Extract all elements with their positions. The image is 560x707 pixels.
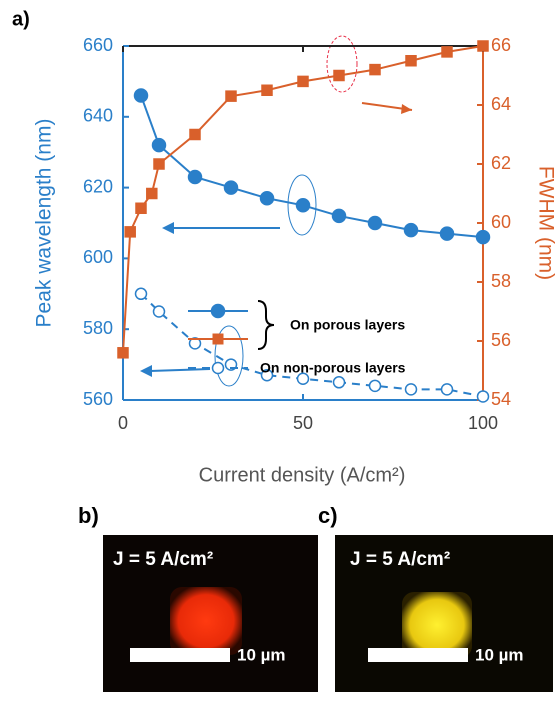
marker: [151, 137, 167, 153]
marker: [117, 347, 129, 359]
y-tick-label: 640: [83, 106, 113, 126]
legend-label: On non-porous layers: [260, 360, 406, 376]
scale-bar: [130, 648, 230, 662]
marker: [476, 390, 490, 403]
marker: [333, 69, 345, 82]
y-tick-label: 600: [83, 247, 113, 267]
arrow-head: [140, 365, 152, 377]
marker: [225, 90, 237, 102]
y2-tick-label: 66: [491, 35, 511, 55]
panel-label: b): [78, 503, 99, 528]
y2-axis-title: FWHM (nm): [534, 166, 557, 280]
y-tick-label: 560: [83, 389, 113, 409]
marker: [439, 226, 455, 241]
marker: [405, 55, 417, 67]
marker: [369, 63, 381, 76]
marker: [297, 75, 309, 88]
marker: [187, 169, 203, 185]
marker: [188, 337, 202, 350]
x-tick-label: 0: [118, 413, 128, 433]
arrow-head: [401, 104, 412, 114]
brace: [257, 300, 275, 350]
annotation: J = 5 A/cm²: [113, 549, 213, 570]
ellipse: [326, 35, 358, 93]
marker: [475, 229, 491, 245]
marker: [332, 376, 346, 389]
y2-tick-label: 58: [491, 271, 511, 291]
marker: [403, 222, 419, 238]
marker: [152, 305, 166, 318]
y-tick-label: 580: [83, 318, 113, 338]
scale-bar-label: 10 µm: [237, 645, 286, 664]
marker: [404, 383, 418, 396]
panel-label: c): [318, 503, 338, 528]
legend-marker: [212, 333, 224, 345]
x-axis-title: Current density (A/cm²): [199, 464, 406, 486]
marker: [223, 180, 239, 195]
legend-marker: [210, 303, 226, 319]
marker: [296, 372, 310, 386]
y-axis-title: Peak wavelength (nm): [33, 119, 56, 328]
scale-bar: [368, 648, 468, 662]
legend-label: On porous layers: [290, 317, 405, 333]
x-tick-label: 50: [293, 413, 313, 433]
marker: [260, 368, 274, 382]
marker: [367, 215, 383, 231]
y-tick-label: 660: [83, 35, 113, 55]
marker: [259, 190, 275, 206]
marker: [134, 287, 148, 301]
arrow: [149, 368, 211, 372]
marker: [331, 208, 347, 224]
marker: [146, 187, 158, 200]
y2-tick-label: 62: [491, 153, 511, 173]
legend-marker: [211, 361, 225, 375]
y-tick-label: 620: [83, 176, 113, 196]
arrow-head: [162, 222, 174, 234]
scale-bar-label: 10 µm: [475, 645, 524, 664]
marker: [440, 383, 454, 396]
ellipse: [287, 174, 317, 236]
emission-spot: [170, 587, 242, 655]
y2-tick-label: 56: [491, 330, 511, 350]
marker: [368, 379, 382, 393]
y2-tick-label: 54: [491, 389, 511, 409]
y2-tick-label: 60: [491, 212, 511, 232]
marker: [261, 84, 273, 96]
y2-tick-label: 64: [491, 94, 511, 114]
panel-label: a): [12, 8, 30, 30]
marker: [189, 128, 201, 141]
marker: [153, 158, 165, 170]
marker: [295, 198, 311, 213]
x-tick-label: 100: [468, 413, 498, 433]
marker: [133, 88, 149, 103]
marker: [477, 40, 489, 52]
emission-spot: [402, 592, 472, 658]
marker: [441, 46, 453, 58]
marker: [135, 202, 147, 214]
marker: [124, 226, 136, 238]
annotation: J = 5 A/cm²: [350, 549, 450, 570]
ellipse: [214, 325, 244, 387]
series-line: [140, 95, 484, 239]
